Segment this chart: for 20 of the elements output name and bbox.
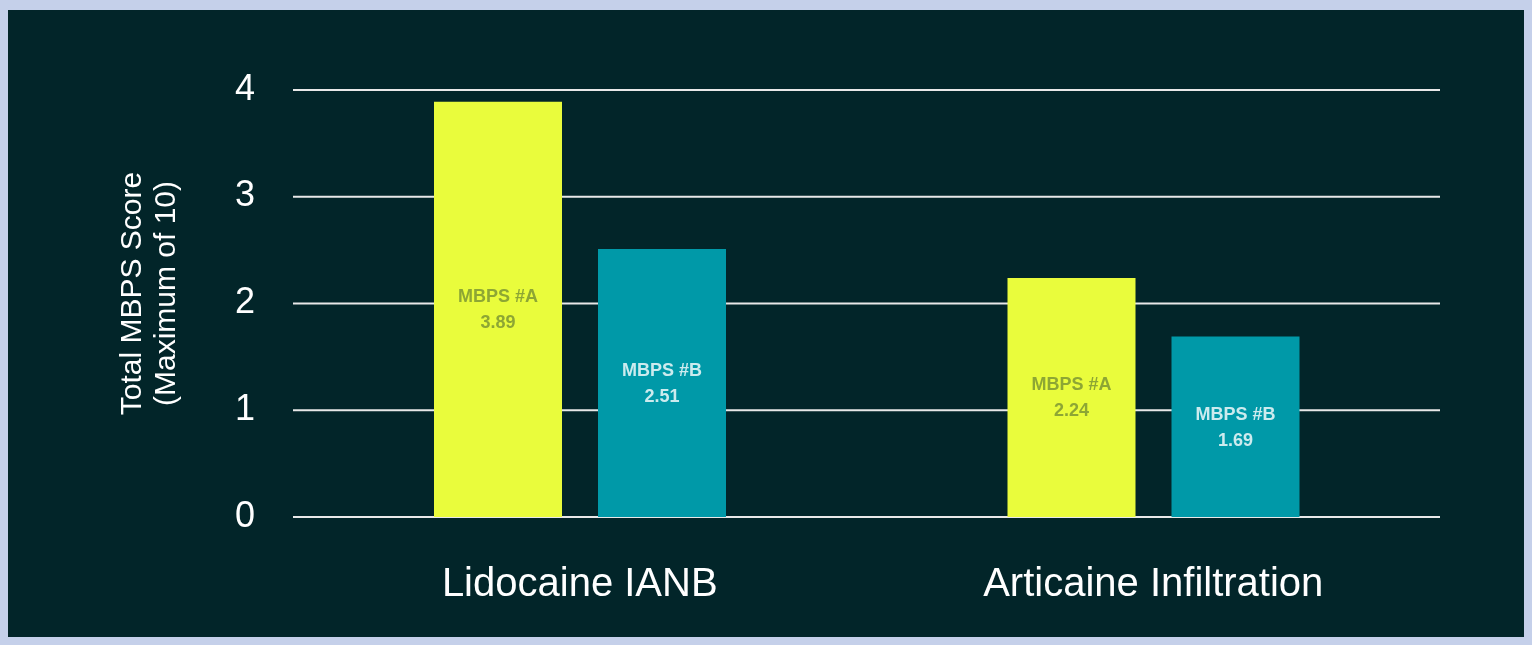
bar [1007,277,1136,517]
series-label: MBPS #B [621,359,703,380]
y-tick-label: 2 [234,280,255,322]
x-tick-label: Articaine Infiltration [983,559,1324,604]
bar [434,101,562,517]
x-tick-label: Lidocaine IANB [441,559,718,604]
series-label: MBPS #A [457,286,539,307]
text: MBPS #A [1031,374,1112,395]
y-axis-title: Total MBPS Score (Maximum of 10) [114,171,181,416]
text: MBPS #B [1195,403,1276,424]
y-tick-label: 1 [234,386,255,428]
data-label: 1.69 [1217,429,1254,450]
y-tick-label: 0 [234,493,255,535]
bar [1171,336,1300,517]
data-label: 2.51 [644,385,680,406]
data-label: 3.89 [480,312,516,333]
bar [598,249,726,517]
data-label: 2.24 [1053,400,1090,421]
y-tick-label: 4 [234,66,255,108]
y-tick-label: 3 [234,173,255,215]
